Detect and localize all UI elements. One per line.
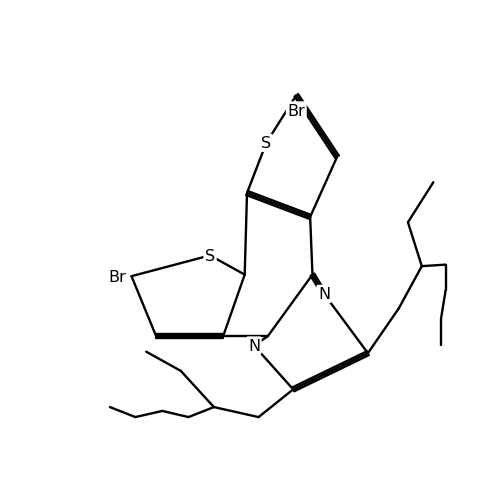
Text: Br: Br <box>108 269 126 284</box>
Text: Br: Br <box>288 104 305 119</box>
Text: N: N <box>318 287 330 302</box>
Text: N: N <box>248 338 260 353</box>
Text: S: S <box>205 248 215 264</box>
Text: S: S <box>261 136 272 151</box>
